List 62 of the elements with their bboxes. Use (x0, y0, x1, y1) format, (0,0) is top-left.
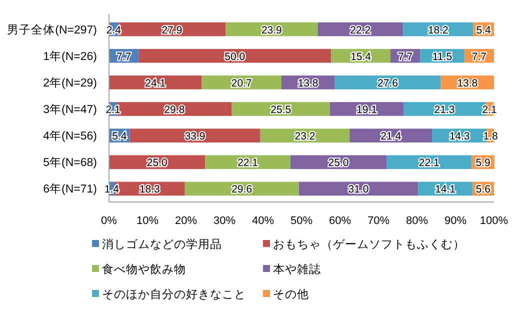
y-tick-label: 男子全体(N=297) (7, 23, 98, 36)
data-label: 14.3 (449, 130, 470, 143)
x-tick-label: 50% (290, 215, 313, 227)
data-label: 11.5 (432, 50, 452, 63)
data-label: 33.9 (184, 130, 206, 143)
legend-label: その他 (273, 288, 309, 301)
data-label: 23.9 (261, 24, 282, 36)
data-label: 13.8 (298, 77, 318, 90)
data-label: 15.4 (350, 50, 372, 63)
y-tick-label: 3年(N=47) (43, 103, 98, 116)
legend-label: そのほか自分の好きなこと (102, 288, 246, 301)
x-tick-label: 100% (480, 215, 508, 227)
data-label: 7.7 (472, 50, 487, 63)
data-label: 31.0 (348, 184, 369, 196)
data-label: 27.9 (162, 24, 182, 36)
data-label: 19.1 (356, 104, 378, 116)
x-tick-label: 80% (406, 215, 428, 227)
data-label: 25.5 (270, 104, 292, 116)
x-tick-label: 70% (367, 215, 390, 227)
x-tick-label: 60% (328, 215, 352, 227)
legend-label: おもちゃ（ゲームソフトもふくむ） (273, 238, 465, 251)
data-label: 22.2 (350, 24, 371, 36)
legend-label: 本や雑誌 (273, 263, 321, 276)
data-label: 25.0 (328, 157, 349, 170)
data-label: 50.0 (224, 50, 246, 63)
x-tick-label: 10% (136, 215, 159, 227)
data-label: 21.3 (434, 104, 455, 116)
data-label: 7.7 (398, 50, 413, 63)
x-tick-label: 40% (252, 215, 274, 227)
data-label: 7.7 (116, 50, 132, 63)
data-label: 23.2 (294, 130, 316, 143)
x-tick-label: 90% (444, 215, 467, 227)
bar (138, 48, 332, 63)
y-tick-label: 6年(N=71) (43, 182, 98, 196)
data-label: 14.1 (435, 184, 456, 196)
y-tick-label: 4年(N=56) (43, 130, 98, 143)
data-label: 18.2 (428, 24, 449, 36)
data-label: 21.4 (380, 130, 402, 143)
legend-label: 消しゴムなどの学用品 (102, 238, 222, 251)
data-label: 22.1 (238, 157, 258, 170)
data-label: 5.9 (476, 157, 490, 170)
data-label: 27.6 (378, 77, 398, 90)
legend-label: 食べ物や飲み物 (102, 263, 186, 276)
data-label: 24.1 (145, 77, 166, 90)
data-label: 22.1 (418, 157, 440, 170)
data-label: 25.0 (146, 157, 168, 170)
data-label: 5.4 (476, 24, 492, 36)
data-label: 5.4 (112, 130, 127, 143)
x-tick-label: 20% (174, 215, 198, 227)
x-tick-label: 30% (213, 215, 236, 227)
data-label: 29.8 (164, 104, 185, 116)
x-tick-label: 0% (101, 215, 118, 227)
y-tick-label: 2年(N=29) (43, 76, 98, 90)
data-label: 20.7 (231, 77, 252, 90)
data-label: 29.6 (232, 184, 252, 196)
data-label: 5.6 (476, 184, 491, 196)
y-tick-label: 1年(N=26) (43, 50, 98, 63)
bar (130, 128, 260, 142)
data-label: 13.8 (457, 77, 478, 90)
y-tick-label: 5年(N=68) (43, 156, 98, 170)
data-label: 1.4 (104, 184, 120, 196)
data-label: 18.3 (139, 184, 160, 196)
